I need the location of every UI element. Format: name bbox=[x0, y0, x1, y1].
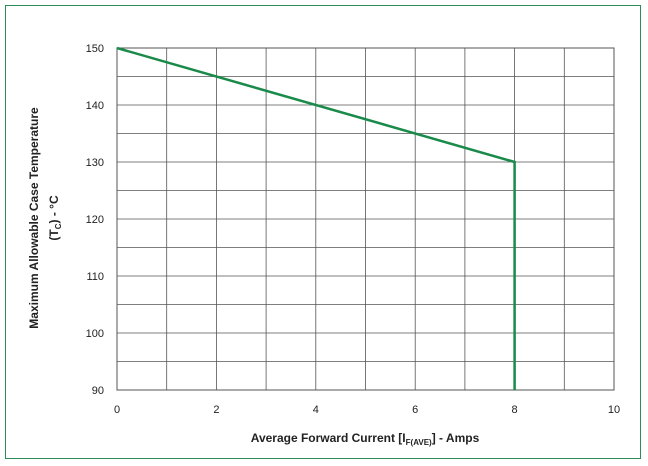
plot-border bbox=[116, 47, 615, 391]
derating-line bbox=[116, 46, 516, 390]
y-tick-label: 110 bbox=[86, 271, 104, 283]
y-tick-label: 120 bbox=[86, 214, 104, 226]
x-axis-label: Average Forward Current [IF(AVE)] - Amps bbox=[251, 431, 480, 447]
x-tick-label: 2 bbox=[213, 404, 219, 416]
y-axis-label-line1: Maximum Allowable Case Temperature bbox=[27, 107, 41, 329]
x-tick-label: 4 bbox=[313, 404, 319, 416]
y-tick-label: 140 bbox=[86, 100, 104, 112]
y-axis-label-line2: (TC) - °C bbox=[47, 195, 63, 241]
y-axis-label: Maximum Allowable Case Temperature (TC) … bbox=[27, 107, 63, 329]
y-tick-label: 130 bbox=[86, 157, 104, 169]
x-tick-label: 0 bbox=[114, 404, 120, 416]
grid bbox=[116, 47, 615, 391]
chart-frame bbox=[5, 5, 641, 459]
series bbox=[116, 46, 516, 390]
y-tick-label: 90 bbox=[92, 385, 104, 397]
x-tick-label: 6 bbox=[412, 404, 418, 416]
x-tick-label: 10 bbox=[608, 404, 620, 416]
x-tick-label: 8 bbox=[512, 404, 518, 416]
y-tick-label: 150 bbox=[86, 43, 104, 55]
y-tick-label: 100 bbox=[86, 328, 104, 340]
tick-labels: 0 2 4 6 8 10 90 100 110 120 130 140 150 bbox=[86, 43, 620, 416]
